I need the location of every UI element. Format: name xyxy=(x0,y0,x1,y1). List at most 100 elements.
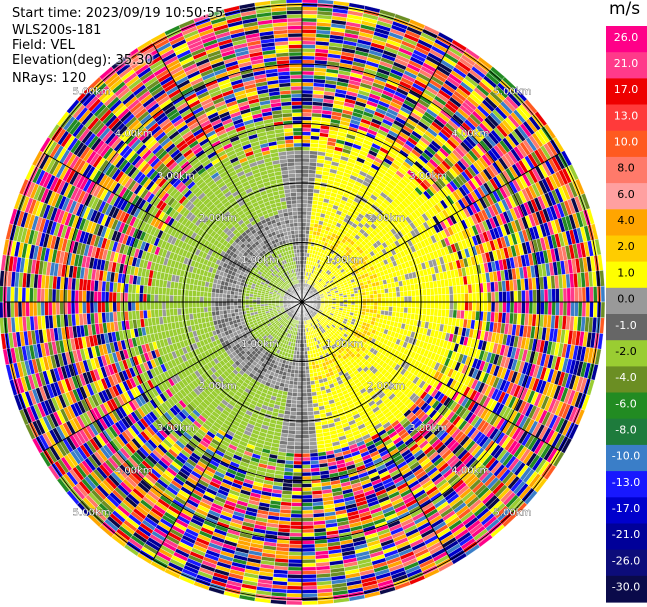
velocity-gate xyxy=(290,517,303,522)
velocity-gate xyxy=(566,287,572,303)
velocity-gate xyxy=(294,430,303,435)
velocity-gate xyxy=(301,25,317,30)
velocity-gate xyxy=(301,581,318,587)
velocity-gate xyxy=(295,415,303,420)
velocity-gate xyxy=(301,13,318,19)
velocity-gate xyxy=(400,301,405,308)
velocity-gate xyxy=(577,301,583,317)
velocity-gate xyxy=(362,295,367,299)
velocity-gate xyxy=(307,411,315,416)
velocity-gate xyxy=(289,411,297,416)
velocity-gate xyxy=(301,161,310,166)
velocity-gate xyxy=(301,123,312,129)
velocity-gate xyxy=(306,207,313,212)
velocity-gate xyxy=(301,32,317,38)
velocity-gate xyxy=(308,361,313,367)
velocity-gate xyxy=(307,199,313,205)
velocity-gate xyxy=(301,354,306,359)
velocity-gate xyxy=(301,93,314,98)
velocity-gate xyxy=(293,460,303,466)
velocity-gate xyxy=(422,308,427,316)
velocity-gate xyxy=(373,305,378,311)
velocity-gate xyxy=(540,301,545,315)
velocity-gate xyxy=(301,577,317,583)
velocity-gate xyxy=(380,306,386,311)
velocity-gate xyxy=(347,296,352,300)
velocity-gate xyxy=(532,301,537,315)
velocity-gate xyxy=(293,449,303,454)
velocity-gate xyxy=(468,301,473,312)
velocity-gate xyxy=(426,308,431,316)
velocity-gate xyxy=(589,301,594,318)
velocity-gate xyxy=(403,290,409,297)
velocity-gate xyxy=(400,296,405,303)
velocity-gate xyxy=(362,298,367,303)
velocity-gate xyxy=(392,296,397,303)
velocity-gate xyxy=(301,233,306,238)
velocity-gate xyxy=(301,6,318,11)
velocity-gate xyxy=(295,422,303,428)
velocity-gate xyxy=(301,51,316,57)
velocity-gate xyxy=(585,301,591,318)
velocity-gate xyxy=(460,301,466,311)
velocity-gate xyxy=(287,577,303,583)
velocity-gate xyxy=(362,301,367,306)
velocity-gate xyxy=(354,295,359,300)
velocity-gate xyxy=(301,498,313,503)
velocity-gate xyxy=(434,301,439,310)
velocity-gate xyxy=(308,437,317,443)
velocity-gate xyxy=(289,528,303,534)
velocity-gate xyxy=(396,291,401,298)
velocity-gate xyxy=(306,384,312,390)
velocity-gate xyxy=(411,307,416,315)
velocity-gate xyxy=(369,298,375,303)
velocity-gate xyxy=(376,289,382,295)
velocity-gate xyxy=(301,176,309,182)
velocity-gate xyxy=(301,101,313,106)
velocity-gate xyxy=(292,475,303,481)
velocity-gate xyxy=(288,551,303,556)
velocity-gate xyxy=(301,237,306,242)
velocity-gate xyxy=(301,593,318,598)
velocity-gate xyxy=(525,289,530,303)
velocity-gate xyxy=(291,487,303,492)
velocity-gate xyxy=(301,574,317,579)
velocity-gate xyxy=(350,296,356,300)
velocity-gate xyxy=(513,301,519,314)
velocity-gate xyxy=(289,540,303,545)
velocity-gate xyxy=(566,301,572,317)
velocity-gate xyxy=(547,288,553,303)
velocity-gate xyxy=(301,426,309,431)
velocity-gate xyxy=(292,483,303,488)
velocity-gate xyxy=(288,422,296,427)
velocity-gate xyxy=(521,301,526,314)
velocity-gate xyxy=(589,286,594,303)
velocity-gate xyxy=(301,85,314,91)
velocity-gate xyxy=(304,350,308,356)
velocity-gate xyxy=(358,295,363,300)
velocity-gate xyxy=(305,233,310,239)
velocity-gate xyxy=(301,487,313,492)
velocity-gate xyxy=(305,373,311,378)
velocity-gate xyxy=(301,154,310,159)
velocity-gate xyxy=(301,506,314,511)
velocity-gate xyxy=(301,78,314,83)
velocity-gate xyxy=(301,400,308,405)
velocity-gate xyxy=(464,293,469,303)
velocity-gate xyxy=(445,301,450,310)
velocity-gate xyxy=(294,445,303,450)
velocity-gate xyxy=(291,494,303,500)
velocity-gate xyxy=(294,365,299,371)
velocity-gate xyxy=(293,373,299,378)
velocity-gate xyxy=(293,453,303,458)
velocity-gate xyxy=(366,298,371,303)
velocity-gate xyxy=(373,297,378,303)
velocity-gate xyxy=(309,376,315,382)
velocity-gate xyxy=(296,400,303,405)
velocity-gate xyxy=(381,297,386,303)
velocity-gate xyxy=(373,293,378,299)
velocity-gate xyxy=(301,385,307,390)
velocity-gate xyxy=(296,396,303,401)
velocity-gate xyxy=(304,343,307,348)
velocity-gate xyxy=(403,301,409,308)
